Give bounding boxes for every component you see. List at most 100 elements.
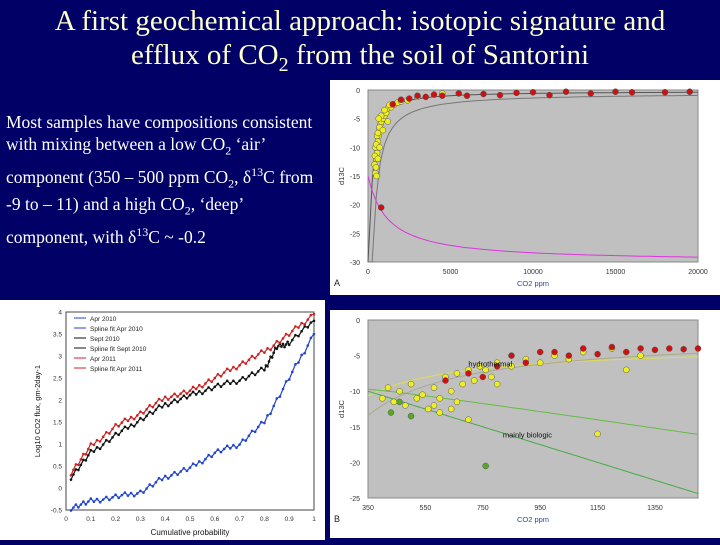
data-point bbox=[82, 452, 85, 456]
data-point-yellow bbox=[436, 409, 443, 416]
data-point bbox=[253, 373, 257, 377]
data-point bbox=[173, 392, 176, 396]
data-point bbox=[182, 466, 186, 470]
data-point-yellow bbox=[436, 395, 443, 402]
data-point bbox=[95, 497, 99, 501]
data-point bbox=[213, 451, 217, 455]
data-point bbox=[139, 410, 142, 413]
data-point-yellow bbox=[374, 155, 382, 163]
data-point bbox=[267, 360, 271, 363]
data-point bbox=[198, 460, 201, 463]
data-point-red bbox=[661, 89, 669, 96]
x-tick-label: 750 bbox=[477, 505, 489, 512]
x-tick-label: 0.2 bbox=[111, 516, 120, 523]
data-point-yellow bbox=[396, 387, 403, 395]
data-point bbox=[79, 503, 83, 506]
x-tick-label: 0.5 bbox=[185, 516, 194, 523]
x-tick-label: 0.3 bbox=[136, 516, 145, 523]
data-point-green bbox=[387, 409, 395, 416]
data-point bbox=[114, 422, 117, 426]
data-point bbox=[157, 476, 161, 480]
data-point bbox=[77, 463, 80, 467]
data-point bbox=[105, 438, 108, 442]
plot-area bbox=[367, 89, 699, 263]
slide-title: A first geochemical approach: isotopic s… bbox=[0, 4, 720, 82]
chart-b-svg: 350 550 750 950 1150 1350 0 -5 -10 -15 -20 -25 CO2 p… bbox=[334, 318, 702, 524]
data-point bbox=[123, 425, 127, 429]
data-point bbox=[126, 494, 130, 497]
data-point bbox=[225, 444, 229, 448]
data-point bbox=[272, 344, 276, 347]
data-point bbox=[201, 461, 204, 465]
slide-body-text: Most samples have compositions consisten… bbox=[6, 112, 314, 248]
data-point bbox=[287, 334, 291, 337]
y-tick-label: 0 bbox=[356, 318, 360, 325]
x-tick-label: 350 bbox=[362, 505, 374, 512]
data-point bbox=[216, 372, 220, 376]
y-tick-label: -15 bbox=[350, 174, 360, 181]
x-tick-label: 1350 bbox=[647, 505, 663, 512]
data-point bbox=[235, 367, 238, 371]
chart-flux-svg: 0 0.1 0.2 0.3 0.4 0.5 0.6 0.7 0.8 0.9 1-0.500.511.… bbox=[33, 310, 316, 538]
data-point bbox=[151, 405, 155, 409]
data-point bbox=[201, 385, 204, 389]
y-axis-label: Log10 CO2 flux, gm-2day-1 bbox=[33, 365, 42, 457]
data-point bbox=[256, 353, 260, 356]
data-point bbox=[111, 427, 114, 431]
data-point bbox=[281, 342, 285, 346]
y-tick-label: 1 bbox=[58, 442, 62, 449]
data-point-red bbox=[522, 359, 530, 366]
data-point bbox=[77, 468, 80, 472]
data-point bbox=[283, 345, 286, 349]
data-point bbox=[286, 340, 289, 344]
data-point bbox=[74, 463, 78, 466]
data-point bbox=[222, 447, 226, 451]
data-point-red bbox=[666, 345, 673, 352]
x-tick-label: 10000 bbox=[523, 269, 543, 276]
data-point-red bbox=[496, 91, 504, 99]
chart-panel-flux: 0 0.1 0.2 0.3 0.4 0.5 0.6 0.7 0.8 0.9 1 -0.5 0 0.5 1 1.… bbox=[0, 300, 325, 540]
data-point bbox=[191, 390, 195, 394]
data-point bbox=[142, 418, 145, 422]
data-point bbox=[213, 376, 217, 380]
data-point bbox=[111, 436, 114, 439]
y-tick-label: -20 bbox=[350, 203, 360, 210]
data-point-red bbox=[377, 204, 385, 211]
data-point-yellow bbox=[413, 395, 421, 402]
data-point-red bbox=[623, 348, 630, 356]
mixing-curve bbox=[367, 390, 699, 494]
data-point bbox=[309, 336, 313, 340]
data-point-yellow bbox=[425, 405, 432, 413]
data-point bbox=[222, 371, 226, 374]
data-point bbox=[136, 414, 139, 417]
data-point-green bbox=[396, 398, 403, 406]
x-tick-label: 15000 bbox=[606, 269, 626, 276]
data-point-yellow bbox=[381, 106, 388, 114]
data-point bbox=[136, 420, 139, 424]
data-point bbox=[238, 443, 241, 446]
data-point bbox=[145, 408, 148, 411]
data-point-yellow bbox=[453, 398, 461, 406]
data-point-red bbox=[536, 348, 544, 356]
data-point bbox=[303, 322, 307, 326]
data-point bbox=[238, 364, 241, 367]
data-point bbox=[306, 326, 310, 329]
data-point bbox=[198, 389, 201, 393]
data-point-yellow bbox=[453, 370, 461, 377]
data-point-yellow bbox=[384, 384, 392, 391]
data-point bbox=[170, 395, 173, 398]
data-point-yellow bbox=[488, 373, 495, 381]
data-point bbox=[269, 412, 272, 415]
data-point-yellow bbox=[430, 384, 438, 391]
y-tick-label: -20 bbox=[350, 460, 360, 467]
data-point bbox=[117, 496, 120, 500]
data-point bbox=[126, 427, 130, 430]
x-tick-label: 20000 bbox=[688, 269, 708, 276]
data-point-red bbox=[680, 345, 687, 353]
data-point bbox=[82, 500, 85, 503]
data-point bbox=[201, 392, 204, 396]
data-point-yellow bbox=[536, 359, 544, 366]
data-point bbox=[194, 464, 198, 467]
data-point bbox=[101, 435, 105, 439]
data-point bbox=[241, 438, 244, 441]
